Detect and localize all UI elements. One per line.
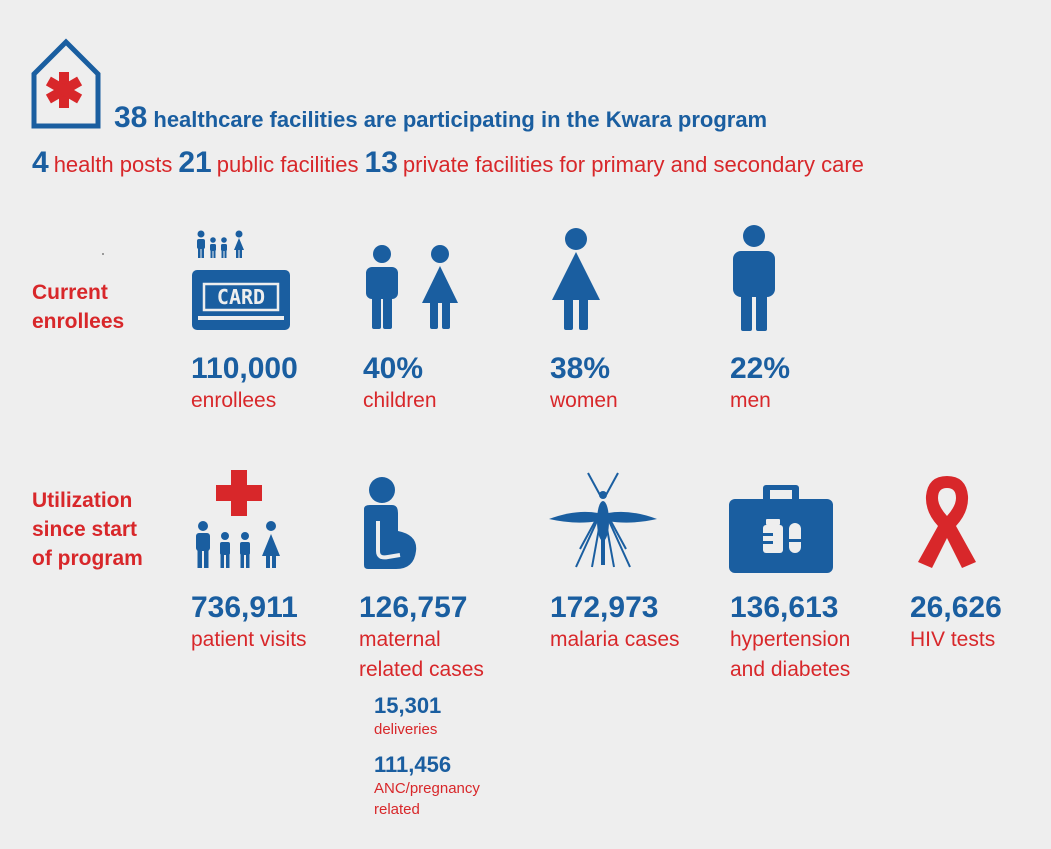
stat-label: women <box>550 389 618 412</box>
stat-patient-visits: 736,911 patient visits <box>191 591 307 655</box>
sub-stat-label: deliveries <box>374 721 438 738</box>
public-text: public facilities <box>216 152 359 177</box>
hospital-house-icon <box>31 38 101 129</box>
awareness-ribbon-icon <box>918 476 976 568</box>
sub-stat-label: ANC/pregnancy related <box>374 780 480 818</box>
facilities-text: healthcare facilities are participating … <box>153 107 768 132</box>
facilities-headline: 38 healthcare facilities are participatin… <box>114 101 767 135</box>
sub-stat-value: 15,301 <box>374 693 442 718</box>
stat-malaria-cases: 172,973 malaria cases <box>550 591 680 655</box>
stat-label: enrollees <box>191 389 277 412</box>
stat-value: 38% <box>550 352 611 385</box>
stat-value: 736,911 <box>191 591 298 624</box>
stat-label: maternal related cases <box>359 628 484 681</box>
stat-value: 136,613 <box>730 591 839 624</box>
section-label-utilization: Utilization since start of program <box>32 489 143 570</box>
stat-children: 40% children <box>363 352 437 416</box>
medical-kit-icon <box>729 485 833 573</box>
stat-label: children <box>363 389 437 412</box>
decorative-dot <box>102 253 104 255</box>
stat-value: 40% <box>363 352 424 385</box>
woman-icon <box>552 228 600 330</box>
man-icon <box>733 225 775 331</box>
stat-value: 22% <box>730 352 791 385</box>
stat-women: 38% women <box>550 352 618 416</box>
stat-value: 126,757 <box>359 591 468 624</box>
stat-enrollees: 110,000 enrollees <box>191 352 298 416</box>
stat-label: hypertension and diabetes <box>730 628 851 681</box>
public-count: 21 <box>178 146 212 179</box>
stat-hypertension-diabetes: 136,613 hypertension and diabetes <box>730 591 850 685</box>
card-text: CARD <box>217 285 265 309</box>
stat-value: 172,973 <box>550 591 659 624</box>
sub-stat-value: 111,456 <box>374 752 452 777</box>
facility-breakdown: 4 health posts 21 public facilities 13 privat… <box>32 146 870 180</box>
stat-maternal-cases: 126,757 maternal related cases <box>359 591 484 685</box>
stat-hiv-tests: 26,626 HIV tests <box>910 591 1002 655</box>
children-icon <box>366 245 458 329</box>
health-posts-text: health posts <box>53 152 173 177</box>
facilities-count: 38 <box>114 101 148 134</box>
health-posts-count: 4 <box>32 146 49 179</box>
insurance-card-icon: CARD <box>192 230 290 330</box>
stat-label: malaria cases <box>550 628 680 651</box>
stat-label: men <box>730 389 771 412</box>
section-label-enrollees: Current enrollees <box>32 281 125 333</box>
stat-value: 110,000 <box>191 352 298 385</box>
stat-men: 22% men <box>730 352 790 416</box>
mosquito-icon <box>549 472 657 568</box>
private-text: private facilities for primary and secon… <box>402 152 864 177</box>
sub-stat-deliveries: 15,301 deliveries <box>374 693 441 740</box>
sub-stat-anc-pregnancy: 111,456 ANC/pregnancy related <box>374 752 480 820</box>
stat-label: patient visits <box>191 628 307 651</box>
medical-cross-family-icon <box>196 470 280 568</box>
stat-label: HIV tests <box>910 628 996 651</box>
pregnant-woman-icon <box>364 477 417 569</box>
private-count: 13 <box>364 146 398 179</box>
stat-value: 26,626 <box>910 591 1002 624</box>
